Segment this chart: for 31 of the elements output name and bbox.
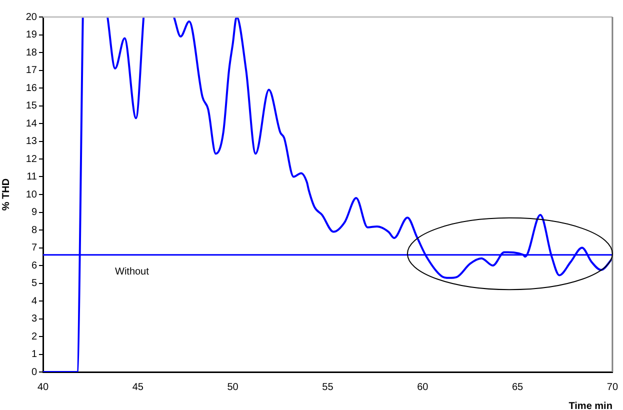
x-tick-label: 55 xyxy=(322,382,334,393)
y-tick-label: 15 xyxy=(26,100,38,112)
y-tick-label: 2 xyxy=(31,331,38,342)
x-tick-label: 65 xyxy=(512,382,524,393)
y-tick-label: 14 xyxy=(26,118,38,130)
y-tick-label: 18 xyxy=(26,47,38,58)
y-tick-label: 17 xyxy=(26,65,38,76)
x-tick-label: 50 xyxy=(227,382,239,393)
x-tick-label: 45 xyxy=(132,382,144,393)
y-tick-label: 0 xyxy=(31,366,38,378)
y-tick-label: 6 xyxy=(31,260,38,272)
x-tick-label: 60 xyxy=(417,382,429,393)
y-tick-label: 9 xyxy=(31,207,38,218)
ref-line-label: Without xyxy=(115,266,150,278)
y-tick-label: 12 xyxy=(26,154,38,165)
y-tick-label: 11 xyxy=(26,172,38,182)
y-tick-label: 16 xyxy=(26,82,38,94)
y-tick-label: 3 xyxy=(31,314,38,324)
y-tick-label: 8 xyxy=(31,224,38,236)
y-tick-label: 10 xyxy=(26,189,38,200)
y-tick-label: 19 xyxy=(26,30,38,40)
y-tick-label: 7 xyxy=(31,242,38,254)
y-tick-label: 20 xyxy=(26,12,38,23)
x-axis-title: Time min xyxy=(568,401,612,410)
y-tick-label: 1 xyxy=(31,349,38,360)
y-tick-label: 4 xyxy=(31,296,38,307)
x-tick-label: 70 xyxy=(606,382,618,393)
y-tick-label: 5 xyxy=(31,278,38,289)
x-tick-label: 40 xyxy=(37,382,49,393)
y-tick-label: 13 xyxy=(26,136,38,147)
y-axis-title: % THD xyxy=(0,178,12,211)
